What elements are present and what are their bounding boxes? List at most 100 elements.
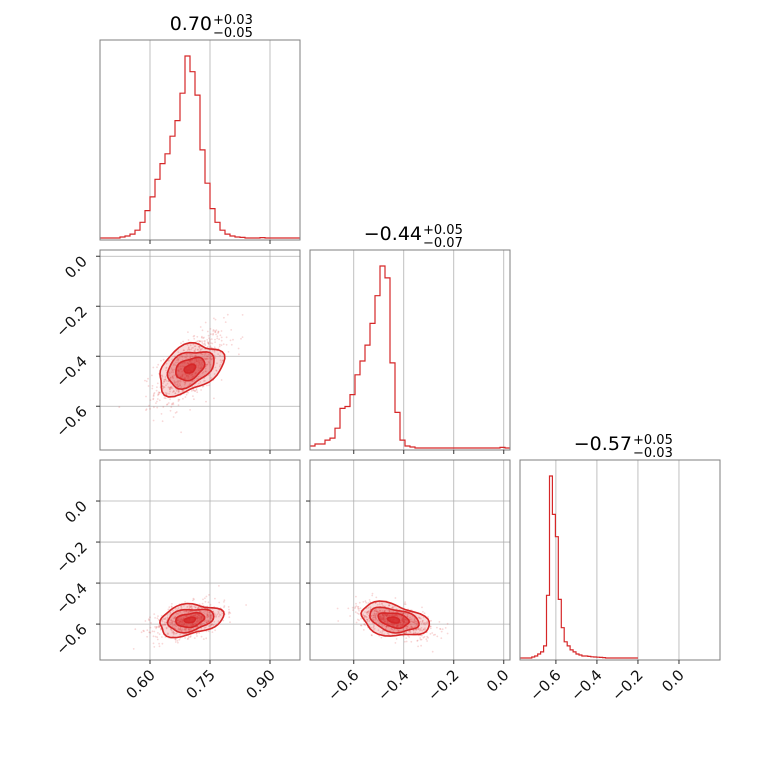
joint-panel-2-point	[426, 620, 429, 623]
joint-panel-0-point	[118, 406, 121, 408]
joint-panel-1-point	[205, 630, 208, 633]
joint-panel-0-point	[211, 349, 214, 352]
joint-panel-1-point	[158, 626, 161, 629]
joint-panel-1-point	[210, 614, 213, 616]
joint-panel-0-point	[207, 358, 209, 360]
joint-panel-1-point	[200, 635, 203, 638]
joint-panel-1-point	[210, 615, 213, 618]
joint-panel-0-point	[191, 355, 194, 358]
joint-panel-0-point	[170, 406, 173, 408]
joint-panel-2-point	[337, 620, 340, 622]
joint-panel-2-point	[422, 628, 425, 631]
joint-panel-2-point	[412, 632, 415, 634]
joint-panel-1-point	[194, 606, 197, 609]
joint-panel-1-point	[176, 621, 179, 624]
joint-panel-0-point	[181, 375, 184, 377]
xtick-label-0-0: 0.60	[122, 666, 158, 702]
joint-panel-1-point	[203, 622, 205, 625]
joint-panel-1-point	[190, 628, 192, 631]
joint-panel-0-point	[167, 402, 170, 404]
joint-panel-2-point	[400, 612, 403, 614]
joint-panel-1-point	[157, 625, 160, 628]
joint-panel-0-point	[181, 375, 184, 377]
joint-panel-1-point	[202, 598, 204, 601]
joint-panel-2-point	[373, 610, 376, 612]
joint-panel-1-point	[165, 626, 168, 629]
joint-panel-0-point	[208, 340, 211, 343]
joint-panel-0-point	[195, 389, 198, 391]
joint-panel-1-point	[190, 610, 193, 613]
joint-panel-0-point	[199, 381, 202, 383]
joint-panel-0-point	[180, 342, 182, 345]
xtick-label-2-1: −0.4	[567, 666, 605, 704]
joint-panel-1-point	[181, 619, 184, 622]
joint-panel-1-point	[194, 613, 197, 616]
joint-panel-1-point	[207, 620, 210, 623]
joint-panel-0-point	[184, 381, 187, 384]
joint-panel-2-point	[371, 634, 373, 637]
joint-panel-0-point	[226, 313, 229, 316]
joint-panel-0-point	[173, 374, 176, 377]
joint-panel-2-point	[386, 614, 389, 617]
xtick-label-1-3: 0.0	[483, 666, 513, 696]
joint-panel-2-point	[426, 621, 429, 624]
joint-panel-0-point	[196, 360, 199, 363]
joint-panel-0-point	[202, 337, 205, 339]
joint-panel-2-point	[414, 622, 416, 625]
joint-panel-2-point	[381, 632, 383, 634]
joint-panel-2-point	[368, 599, 371, 601]
joint-panel-2-point	[403, 618, 406, 621]
joint-panel-0-point	[196, 335, 199, 338]
joint-panel-2-point	[411, 621, 414, 624]
joint-panel-0-point	[153, 406, 155, 409]
joint-panel-0-point	[168, 359, 170, 362]
joint-panel-1-point	[181, 621, 184, 624]
joint-panel-1-point	[176, 608, 179, 611]
joint-panel-0-contour-3	[183, 363, 197, 374]
joint-panel-0-point	[198, 347, 201, 349]
joint-panel-1-point	[146, 635, 149, 638]
joint-panel-0-point	[201, 372, 204, 375]
joint-panel-1-point	[183, 628, 186, 631]
joint-panel-1-point	[171, 603, 173, 605]
joint-panel-1-point	[245, 604, 248, 606]
joint-panel-1-point	[201, 617, 203, 620]
joint-panel-1-point	[205, 619, 208, 622]
ytick-label-2-3: 0.0	[61, 497, 91, 527]
joint-panel-0-contours	[159, 341, 226, 398]
joint-panel-2-point	[410, 625, 413, 627]
joint-panel-2-point	[429, 625, 432, 628]
joint-panel-1-point	[182, 621, 185, 623]
joint-panel-0-point	[183, 356, 186, 358]
joint-panel-2-point	[383, 610, 386, 613]
joint-panel-2-point	[354, 611, 357, 613]
joint-panel-0-point	[181, 362, 184, 365]
joint-panel-0-point	[169, 388, 171, 391]
joint-panel-2-point	[417, 628, 420, 631]
joint-panel-0-point	[172, 403, 175, 406]
joint-panel-1-point	[192, 614, 195, 617]
joint-panel-1-point	[218, 614, 221, 616]
joint-panel-2-point	[392, 607, 395, 609]
joint-panel-1-point	[228, 608, 230, 611]
joint-panel-0-point	[219, 354, 221, 357]
joint-panel-0-point	[225, 343, 228, 346]
joint-panel-0-point	[180, 386, 183, 389]
joint-panel-1-contour-3	[183, 616, 197, 624]
joint-panel-1-point	[209, 614, 212, 617]
joint-panel-0-point	[186, 362, 189, 364]
joint-panel-2-point	[385, 614, 388, 616]
joint-panel-1-point	[173, 620, 175, 623]
joint-panel-2-point	[373, 614, 375, 617]
joint-panel-2-point	[408, 636, 411, 638]
joint-panel-2-point	[402, 612, 405, 615]
joint-panel-0-point	[170, 386, 173, 388]
joint-panel-0-point	[184, 361, 186, 364]
joint-panel-2-point	[396, 624, 399, 627]
joint-panel-1-point	[177, 619, 179, 621]
joint-panel-2-point	[421, 606, 423, 609]
joint-panel-0-point	[204, 379, 206, 382]
ytick-label-2-0: −0.6	[52, 620, 90, 658]
joint-panel-0-point	[201, 363, 204, 366]
joint-panel-1-point	[201, 616, 203, 619]
